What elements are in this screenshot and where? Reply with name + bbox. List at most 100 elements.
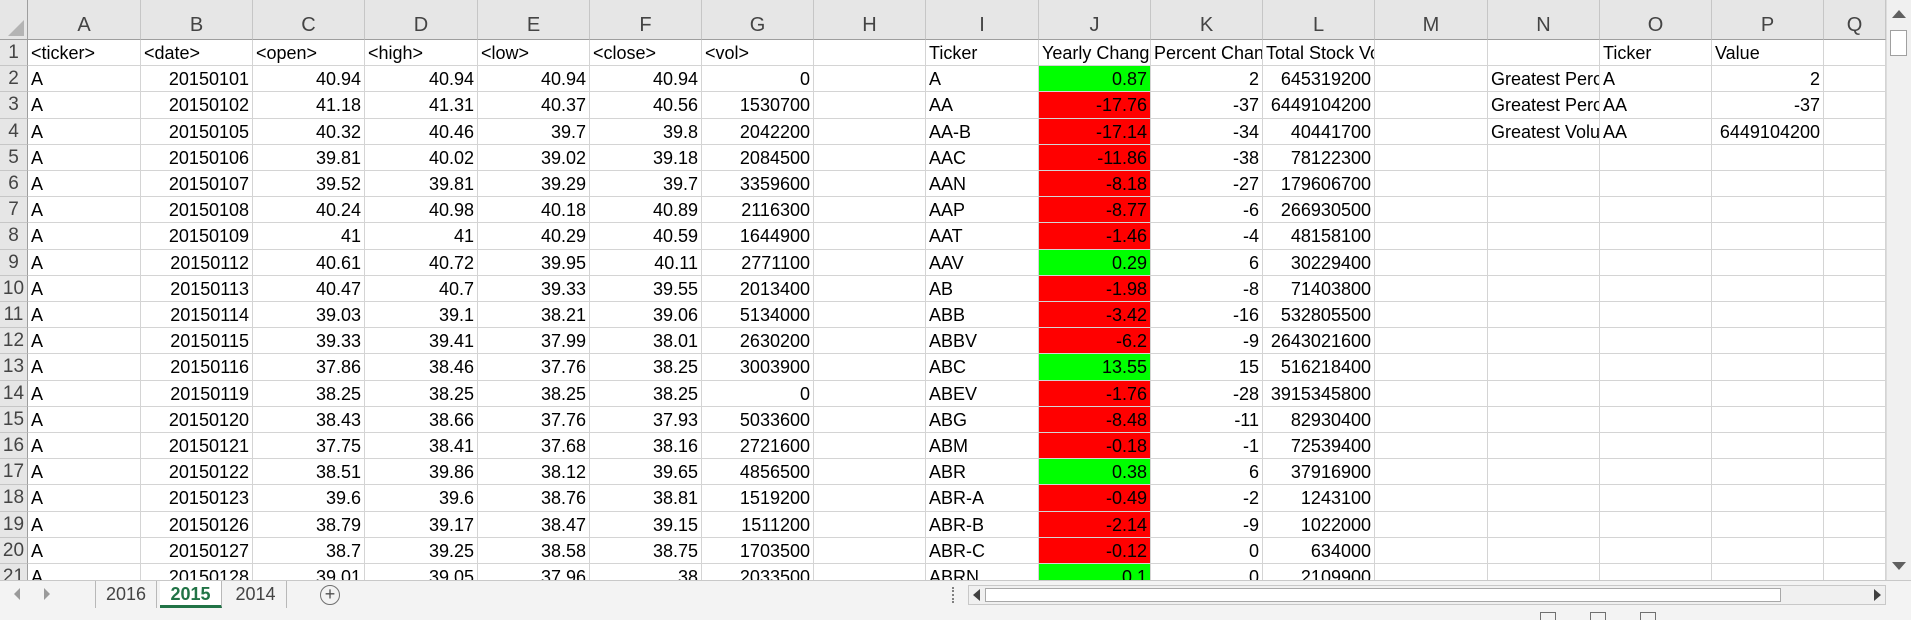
scroll-right-icon[interactable] — [1874, 589, 1881, 601]
cell-h5[interactable] — [814, 144, 926, 171]
cell-o7[interactable] — [1600, 197, 1712, 224]
cell-l12[interactable]: 2643021600 — [1263, 328, 1375, 355]
cell-h3[interactable] — [814, 92, 926, 119]
cell-p10[interactable] — [1712, 275, 1824, 302]
cell-e9[interactable]: 39.95 — [478, 249, 590, 276]
cell-i17[interactable]: ABR — [926, 459, 1039, 486]
cell-g5[interactable]: 2084500 — [702, 144, 814, 171]
cell-n5[interactable] — [1488, 144, 1600, 171]
cell-m12[interactable] — [1375, 328, 1488, 355]
normal-view-icon[interactable] — [1540, 612, 1556, 620]
cell-m20[interactable] — [1375, 537, 1488, 564]
cell-d2[interactable]: 40.94 — [365, 66, 478, 93]
cell-k17[interactable]: 6 — [1151, 459, 1263, 486]
cell-o5[interactable] — [1600, 144, 1712, 171]
cell-b10[interactable]: 20150113 — [141, 275, 253, 302]
cell-f3[interactable]: 40.56 — [590, 92, 702, 119]
cell-a4[interactable]: A — [28, 118, 141, 145]
cell-i10[interactable]: AB — [926, 275, 1039, 302]
cell-k10[interactable]: -8 — [1151, 275, 1263, 302]
column-header-g[interactable]: G — [702, 0, 814, 40]
cell-o8[interactable] — [1600, 223, 1712, 250]
cell-h2[interactable] — [814, 66, 926, 93]
cell-a3[interactable]: A — [28, 92, 141, 119]
cell-h18[interactable] — [814, 485, 926, 512]
cell-e14[interactable]: 38.25 — [478, 380, 590, 407]
row-header[interactable]: 13 — [0, 354, 28, 381]
scroll-up-icon[interactable] — [1892, 10, 1906, 18]
cell-l7[interactable]: 266930500 — [1263, 197, 1375, 224]
cell-g12[interactable]: 2630200 — [702, 328, 814, 355]
cell-o9[interactable] — [1600, 249, 1712, 276]
cell-p21[interactable] — [1712, 564, 1824, 580]
cell-f1[interactable]: <close> — [590, 40, 702, 67]
cell-k2[interactable]: 2 — [1151, 66, 1263, 93]
cell-h16[interactable] — [814, 433, 926, 460]
cell-e11[interactable]: 38.21 — [478, 302, 590, 329]
cell-c11[interactable]: 39.03 — [253, 302, 365, 329]
cell-a2[interactable]: A — [28, 66, 141, 93]
cell-o19[interactable] — [1600, 511, 1712, 538]
cell-k11[interactable]: -16 — [1151, 302, 1263, 329]
cell-b17[interactable]: 20150122 — [141, 459, 253, 486]
cell-d11[interactable]: 39.1 — [365, 302, 478, 329]
cell-f17[interactable]: 39.65 — [590, 459, 702, 486]
cell-f21[interactable]: 38 — [590, 564, 702, 580]
cell-h6[interactable] — [814, 171, 926, 198]
cell-g18[interactable]: 1519200 — [702, 485, 814, 512]
cell-f19[interactable]: 39.15 — [590, 511, 702, 538]
cell-p1[interactable]: Value — [1712, 40, 1824, 67]
cell-d21[interactable]: 39.05 — [365, 564, 478, 580]
cell-h4[interactable] — [814, 118, 926, 145]
cell-i5[interactable]: AAC — [926, 144, 1039, 171]
cell-b16[interactable]: 20150121 — [141, 433, 253, 460]
cell-m15[interactable] — [1375, 406, 1488, 433]
cell-c5[interactable]: 39.81 — [253, 144, 365, 171]
cell-h21[interactable] — [814, 564, 926, 580]
cell-q1[interactable] — [1824, 40, 1886, 67]
cell-f7[interactable]: 40.89 — [590, 197, 702, 224]
cell-e20[interactable]: 38.58 — [478, 537, 590, 564]
row-header[interactable]: 20 — [0, 537, 28, 564]
cell-n7[interactable] — [1488, 197, 1600, 224]
cell-g8[interactable]: 1644900 — [702, 223, 814, 250]
row-header[interactable]: 1 — [0, 40, 28, 67]
cell-d4[interactable]: 40.46 — [365, 118, 478, 145]
cell-l4[interactable]: 40441700 — [1263, 118, 1375, 145]
cell-d5[interactable]: 40.02 — [365, 144, 478, 171]
cell-e7[interactable]: 40.18 — [478, 197, 590, 224]
cell-l20[interactable]: 634000 — [1263, 537, 1375, 564]
cell-p15[interactable] — [1712, 406, 1824, 433]
cell-e15[interactable]: 37.76 — [478, 406, 590, 433]
cell-f15[interactable]: 37.93 — [590, 406, 702, 433]
cell-n4[interactable]: Greatest Volu — [1488, 118, 1600, 145]
row-header[interactable]: 7 — [0, 197, 28, 224]
cell-d14[interactable]: 38.25 — [365, 380, 478, 407]
cell-o6[interactable] — [1600, 171, 1712, 198]
row-header[interactable]: 17 — [0, 459, 28, 486]
cell-b20[interactable]: 20150127 — [141, 537, 253, 564]
cell-l16[interactable]: 72539400 — [1263, 433, 1375, 460]
cell-b11[interactable]: 20150114 — [141, 302, 253, 329]
column-header-d[interactable]: D — [365, 0, 478, 40]
cell-f13[interactable]: 38.25 — [590, 354, 702, 381]
cell-b7[interactable]: 20150108 — [141, 197, 253, 224]
cell-g11[interactable]: 5134000 — [702, 302, 814, 329]
cell-a16[interactable]: A — [28, 433, 141, 460]
cell-c8[interactable]: 41 — [253, 223, 365, 250]
cell-f11[interactable]: 39.06 — [590, 302, 702, 329]
cell-f9[interactable]: 40.11 — [590, 249, 702, 276]
cell-i13[interactable]: ABC — [926, 354, 1039, 381]
row-header[interactable]: 18 — [0, 485, 28, 512]
prev-sheet-icon[interactable] — [14, 588, 20, 600]
cell-o4[interactable]: AA — [1600, 118, 1712, 145]
sheet-tab-2015[interactable]: 2015 — [160, 581, 222, 608]
cell-l14[interactable]: 3915345800 — [1263, 380, 1375, 407]
cell-a8[interactable]: A — [28, 223, 141, 250]
cell-f8[interactable]: 40.59 — [590, 223, 702, 250]
cell-q16[interactable] — [1824, 433, 1886, 460]
cell-f10[interactable]: 39.55 — [590, 275, 702, 302]
cell-b1[interactable]: <date> — [141, 40, 253, 67]
cell-g7[interactable]: 2116300 — [702, 197, 814, 224]
